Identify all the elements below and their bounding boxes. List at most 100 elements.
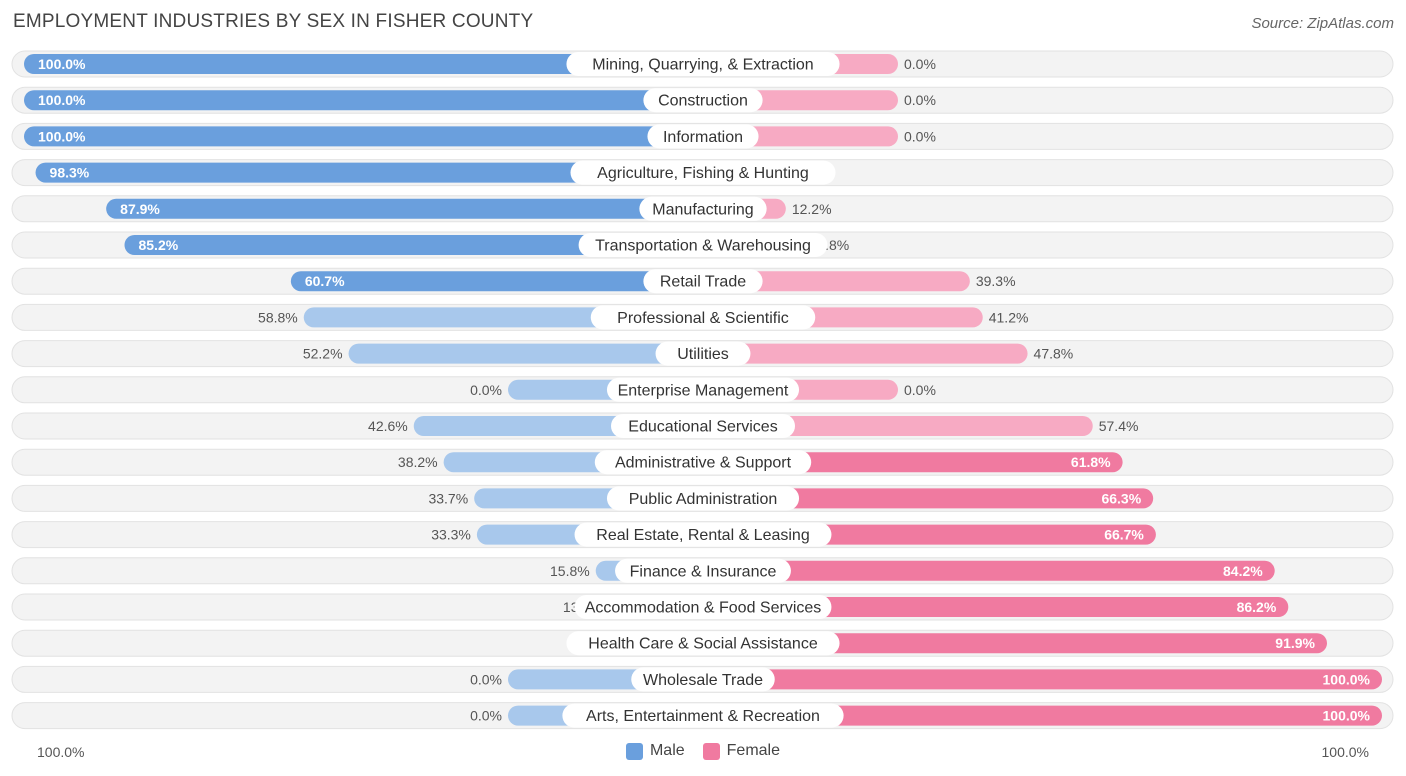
bar-row: 85.2% 14.8%Transportation & Warehousing — [11, 231, 1394, 259]
category-label: Construction — [658, 93, 748, 110]
axis-right-label: 100.0% — [1321, 744, 1369, 760]
chart-canvas: 100.0% 0.0% Mining, Quarrying, & Extractio… — [11, 50, 1394, 730]
value-label-male: 33.3% — [431, 527, 471, 543]
legend-swatch-male — [625, 742, 643, 760]
value-label-male: 38.2% — [398, 454, 438, 470]
category-pill — [643, 88, 763, 113]
value-label-male: 42.6% — [368, 418, 408, 434]
value-label-male: 85.2% — [138, 237, 178, 253]
bar-female — [703, 343, 1028, 364]
value-label-male: 58.8% — [258, 309, 298, 325]
value-label-female: 66.3% — [1101, 490, 1141, 506]
bar-female — [703, 271, 970, 292]
category-label: Educational Services — [628, 419, 777, 436]
category-pill — [639, 196, 767, 221]
value-label-male: 100.0% — [38, 56, 86, 72]
value-label-female: 0.0% — [904, 382, 936, 398]
axis-left-label: 100.0% — [37, 744, 85, 760]
category-label: Professional & Scientific — [617, 310, 789, 327]
legend-label-male: Male — [649, 742, 685, 759]
category-pill — [570, 160, 836, 185]
value-label-female: 100.0% — [1323, 671, 1371, 687]
value-label-male: 87.9% — [120, 201, 160, 217]
value-label-male: 52.2% — [303, 346, 343, 362]
category-pill — [574, 522, 832, 547]
bar-row: 33.7% 66.3% Public Administration — [11, 484, 1394, 512]
value-label-female: 86.2% — [1237, 599, 1277, 615]
value-label-male: 0.0% — [470, 708, 502, 724]
category-pill — [615, 558, 791, 583]
bar-female — [703, 597, 1289, 617]
value-label-female: 61.8% — [1071, 454, 1111, 470]
category-label: Accommodation & Food Services — [585, 600, 822, 617]
value-label-male: 98.3% — [50, 165, 90, 181]
category-label: Enterprise Management — [618, 382, 789, 399]
value-label-female: 100.0% — [1323, 708, 1371, 724]
bar-row: 52.2% 47.8% Utilities — [11, 340, 1394, 368]
bar-row: 8.1%91.9%Health Care & Social Assistance — [11, 629, 1394, 657]
value-label-female: 39.3% — [976, 273, 1016, 289]
bar-row: 42.6% 57.4% Educational Services — [11, 412, 1394, 440]
category-label: Finance & Insurance — [630, 563, 777, 580]
category-pill — [643, 269, 763, 294]
legend-swatch-female — [702, 742, 720, 760]
bar-row: 13.9%86.2%Accommodation & Food Services — [11, 593, 1394, 621]
bar-row: 60.7% 39.3% Retail Trade — [11, 267, 1394, 295]
value-label-male: 60.7% — [305, 273, 345, 289]
category-label: Mining, Quarrying, & Extraction — [592, 57, 813, 74]
bar-female — [703, 560, 1275, 581]
category-label: Information — [663, 129, 743, 146]
value-label-male: 15.8% — [550, 563, 590, 579]
bar-row: 15.8% 84.2% Finance & Insurance — [11, 557, 1394, 585]
value-label-female: 0.0% — [904, 92, 936, 108]
bar-female — [703, 488, 1154, 509]
bar-male — [24, 126, 703, 147]
bar-male — [290, 271, 703, 292]
bar-row: 33.3% 66.7% Real Estate, Rental & Leasing — [11, 521, 1394, 549]
category-pill — [590, 305, 816, 330]
legend-label-female: Female — [726, 742, 781, 759]
category-label: Administrative & Support — [615, 455, 792, 472]
category-pill — [611, 414, 795, 438]
category-pill — [566, 52, 840, 76]
value-label-female: 0.0% — [904, 56, 936, 72]
category-pill — [574, 595, 832, 619]
value-label-male: 0.0% — [470, 382, 502, 398]
category-label: Manufacturing — [652, 201, 753, 218]
value-label-female: 47.8% — [1034, 346, 1074, 362]
value-label-female: 12.2% — [792, 201, 832, 217]
legend-item-female: Female — [702, 742, 781, 760]
legend: Male Female — [0, 742, 1406, 760]
bar-row: 100.0% 0.0% Mining, Quarrying, & Extractio… — [11, 50, 1394, 78]
bar-row: 58.8% 41.2% Professional & Scientific — [11, 303, 1394, 331]
bar-row: 100.0% 0.0% Information — [11, 122, 1394, 150]
legend-item-male: Male — [625, 742, 685, 760]
bar-female — [703, 669, 1382, 690]
bar-row: 98.3%1.8%Agriculture, Fishing & Hunting — [11, 159, 1394, 187]
value-label-female: 84.2% — [1223, 563, 1263, 579]
category-label: Public Administration — [629, 491, 778, 508]
value-label-male: 100.0% — [38, 92, 86, 108]
value-label-female: 66.7% — [1104, 527, 1144, 543]
value-label-male: 33.7% — [428, 490, 468, 506]
category-pill — [578, 233, 828, 257]
category-pill — [631, 667, 775, 692]
value-label-female: 0.0% — [904, 128, 936, 144]
chart-title: EMPLOYMENT INDUSTRIES BY SEX IN FISHER C… — [13, 11, 534, 32]
bar-row: 100.0% 0.0% Construction — [11, 86, 1394, 114]
category-pill — [562, 703, 844, 728]
bar-female — [703, 705, 1382, 726]
bar-row: 38.2% 61.8% Administrative & Support — [11, 448, 1394, 476]
bar-male — [35, 162, 704, 183]
bar-female — [703, 633, 1328, 654]
category-label: Real Estate, Rental & Leasing — [596, 527, 809, 544]
category-label: Retail Trade — [660, 274, 746, 291]
bar-male — [348, 343, 703, 364]
category-label: Transportation & Warehousing — [595, 238, 811, 255]
value-label-male: 100.0% — [38, 128, 86, 144]
category-pill — [606, 486, 800, 511]
bar-female — [703, 416, 1093, 436]
category-pill — [647, 124, 759, 149]
category-label: Health Care & Social Assistance — [588, 636, 818, 653]
source-credit: Source: ZipAtlas.com — [1251, 15, 1394, 32]
